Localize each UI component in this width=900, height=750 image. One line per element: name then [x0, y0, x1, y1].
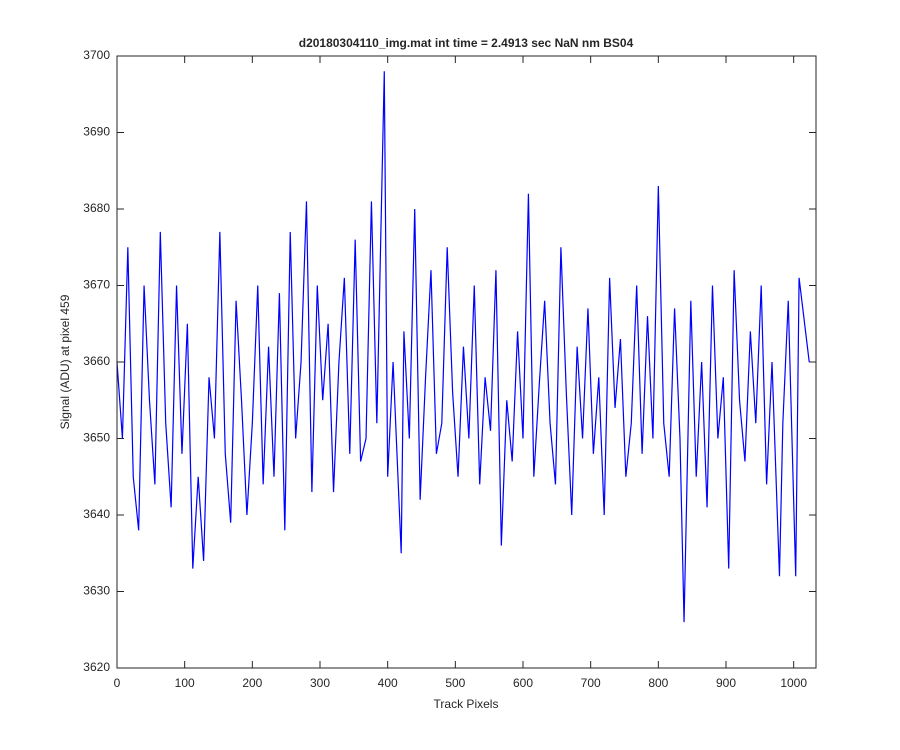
chart-title: d20180304110_img.mat int time = 2.4913 s…: [299, 36, 634, 50]
y-tick-label: 3620: [83, 660, 110, 674]
y-tick-label: 3700: [83, 48, 110, 62]
y-axis-label: Signal (ADU) at pixel 459: [58, 294, 72, 429]
x-tick-label: 0: [114, 676, 121, 690]
y-tick-label: 3630: [83, 584, 110, 598]
y-tick-label: 3650: [83, 431, 110, 445]
x-tick-label: 300: [310, 676, 330, 690]
x-tick-label: 400: [378, 676, 398, 690]
x-tick-label: 100: [175, 676, 195, 690]
x-tick-label: 600: [513, 676, 533, 690]
x-tick-label: 1000: [780, 676, 807, 690]
y-tick-label: 3670: [83, 278, 110, 292]
x-tick-label: 200: [242, 676, 262, 690]
x-tick-label: 900: [716, 676, 736, 690]
x-axis-label: Track Pixels: [434, 697, 499, 711]
y-tick-label: 3660: [83, 354, 110, 368]
axes-box: [116, 55, 817, 669]
y-tick-label: 3690: [83, 125, 110, 139]
data-line: [116, 71, 810, 623]
y-tick-label: 3680: [83, 201, 110, 215]
x-tick-label: 500: [445, 676, 465, 690]
x-tick-label: 700: [581, 676, 601, 690]
x-tick-label: 800: [648, 676, 668, 690]
y-tick-label: 3640: [83, 507, 110, 521]
